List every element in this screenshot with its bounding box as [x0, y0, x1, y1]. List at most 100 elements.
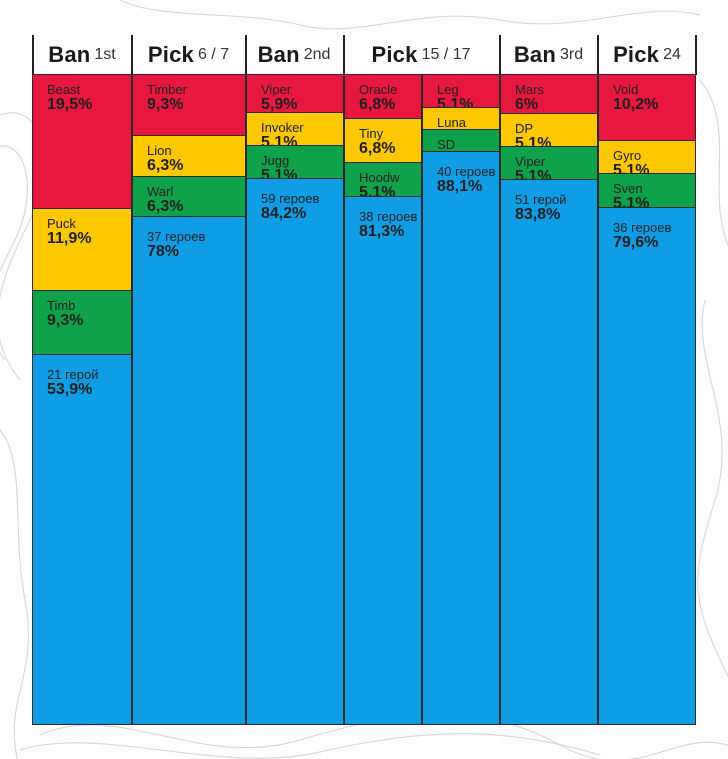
bar-segment-green: Timb 9,3%	[32, 289, 132, 356]
bar-segment-red: Mars 6%	[500, 74, 598, 115]
bar-segment-blue: 38 героев 81,3%	[344, 195, 422, 726]
header-ban-2nd: Ban 2nd	[245, 35, 343, 75]
header-title: Pick	[371, 42, 418, 67]
bar-segment-green: Jugg 5,1%	[246, 145, 344, 184]
bar-segment-yellow: Gyro 5,1%	[598, 140, 696, 179]
header-pick-6-7: Pick 6 / 7	[132, 35, 245, 75]
segment-label: Luna	[437, 115, 466, 131]
segment-label: 51 герой	[515, 192, 567, 208]
segment-value: 9,3%	[147, 96, 184, 113]
segment-value: 6,8%	[359, 140, 396, 158]
segment-label: Hoodw	[359, 170, 400, 186]
header-subtitle: 2nd	[303, 46, 331, 63]
header-pick-24: Pick 24	[598, 35, 696, 75]
segment-value: 83,8%	[515, 206, 561, 224]
segment-value: 9,3%	[47, 311, 84, 329]
bar-segment-green: Sven 5,1%	[598, 173, 696, 212]
header-title: Ban	[257, 42, 300, 67]
header-title: Ban	[513, 42, 557, 67]
segment-label: SD	[437, 137, 456, 153]
header-divider	[499, 35, 501, 75]
segment-value: 88,1%	[437, 178, 483, 196]
segment-label: 59 героев	[261, 191, 320, 207]
header-title: Pick	[147, 42, 194, 67]
header-pick-15-17: Pick 15 / 17	[343, 35, 499, 75]
segment-label: Timber	[147, 82, 187, 97]
segment-value: 5,9%	[261, 96, 298, 113]
bar-segment-yellow: Tiny 6,8%	[344, 118, 422, 164]
bar-segment-green: Warl 6,3%	[132, 175, 246, 218]
segment-label: Tiny	[359, 126, 384, 142]
segment-label: Oracle	[359, 82, 398, 97]
header-title: Pick	[613, 42, 660, 67]
bar-segment-yellow: Luna3,4%	[422, 107, 500, 146]
segment-label: Mars	[515, 82, 544, 97]
bar-segment-red: Void 10,2%	[598, 74, 696, 142]
bar-segment-yellow: Invoker 5,1%	[246, 112, 344, 151]
bar-segment-green: Viper 5,1%	[500, 146, 598, 185]
segment-label: Puck	[47, 215, 76, 231]
segment-label: 36 героев	[613, 219, 672, 235]
bar-segment-red: Oracle 6,8%	[344, 74, 422, 120]
segment-label: DP	[515, 121, 534, 136]
segment-value: 19,5%	[47, 96, 93, 113]
segment-value: 6,3%	[147, 197, 184, 215]
header-divider	[245, 35, 247, 75]
segment-value: 78%	[147, 243, 180, 261]
header-divider	[32, 35, 34, 75]
segment-value: 6%	[515, 96, 539, 113]
header-ban-3rd: Ban 3rd	[499, 35, 598, 75]
bar-segment-blue: 37 героев 78%	[132, 216, 246, 726]
bar-segment-green: SD3,4%	[422, 129, 500, 168]
header-divider	[597, 35, 599, 75]
segment-value: 11,9%	[47, 229, 92, 247]
header-subtitle: 24	[663, 46, 681, 63]
header-subtitle: 3rd	[560, 46, 584, 63]
bar-segment-red: Timber 9,3%	[132, 74, 246, 136]
header-divider	[131, 35, 133, 75]
segment-label: Beast	[47, 82, 81, 97]
segment-value: 81,3%	[359, 222, 405, 240]
segment-label: Lion	[147, 142, 172, 158]
segment-label: Viper	[261, 82, 292, 97]
header-title: Ban	[48, 42, 91, 67]
segment-label: Timb	[47, 297, 76, 313]
segment-value: 10,2%	[613, 96, 659, 113]
segment-label: Sven	[613, 181, 643, 197]
segment-value: 6,3%	[147, 156, 184, 174]
segment-label: Warl	[147, 183, 174, 199]
segment-value: 84,2%	[261, 205, 307, 223]
header-divider	[343, 35, 345, 75]
header-subtitle: 6 / 7	[197, 46, 230, 63]
segment-value: 79,6%	[613, 233, 659, 251]
bar-segment-blue: 51 герой 83,8%	[500, 179, 598, 726]
segment-label: Jugg	[261, 153, 290, 169]
bar-segment-blue: 21 герой 53,9%	[32, 353, 132, 726]
segment-label: Void	[613, 82, 639, 97]
bar-segment-yellow: DP 5,1%	[500, 113, 598, 152]
bar-segment-red: Beast 19,5%	[32, 74, 132, 210]
segment-label: Gyro	[613, 148, 642, 164]
segment-label: Leg	[437, 82, 459, 97]
bar-segment-blue: 59 героев 84,2%	[246, 178, 344, 726]
bar-segment-yellow: Puck 11,9%	[32, 207, 132, 292]
bar-segment-green: Hoodw 5,1%	[344, 162, 422, 201]
segment-label: 21 герой	[47, 366, 99, 382]
segment-label: 37 героев	[147, 229, 206, 245]
segment-label: Viper	[515, 154, 546, 170]
bar-segment-red: Leg 5,1%	[422, 74, 500, 113]
header-subtitle: 15 / 17	[421, 46, 471, 63]
bar-segment-blue: 40 героев 88,1%	[422, 151, 500, 726]
bar-segment-blue: 36 героев 79,6%	[598, 206, 696, 726]
bar-segment-yellow: Lion 6,3%	[132, 134, 246, 177]
segment-label: 38 героев	[359, 208, 418, 224]
bar-segment-red: Viper 5,9%	[246, 74, 344, 114]
segment-label: 40 героев	[437, 164, 496, 180]
segment-value: 6,8%	[359, 96, 396, 113]
header-subtitle: 1st	[94, 46, 116, 63]
segment-label: Invoker	[261, 120, 304, 136]
header-divider	[695, 35, 697, 75]
header-ban-1st: Ban 1st	[32, 35, 132, 75]
